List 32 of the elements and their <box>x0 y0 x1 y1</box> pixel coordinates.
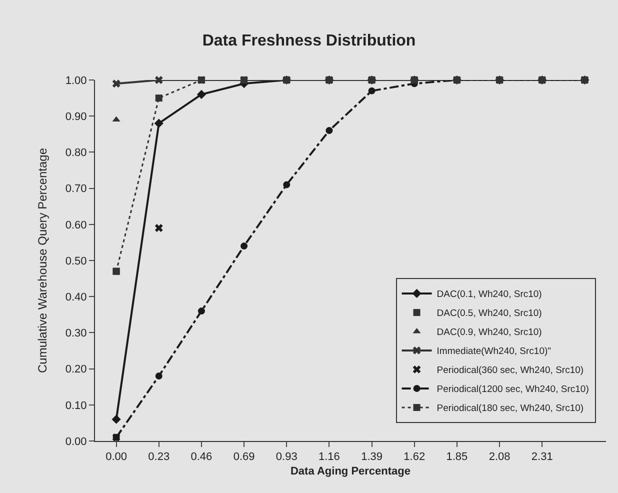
x-tick-label: 0.93 <box>276 451 298 464</box>
x-tick-label: 1.62 <box>404 451 426 464</box>
legend-label: Periodical(180 sec, Wh240, Src10) <box>436 403 584 414</box>
y-tick-label: 0.60 <box>65 219 87 232</box>
x-tick-label: 0.46 <box>190 451 212 464</box>
y-tick-label: 0.90 <box>65 110 87 123</box>
x-axis-title: Data Aging Percentage <box>290 465 411 478</box>
x-tick-label: 0.00 <box>106 451 127 464</box>
legend-label: Periodical(1200 sec, Wh240, Src10) <box>436 384 589 396</box>
chart-title: Data Freshness Distribution <box>202 32 416 50</box>
x-tick-label: 1.16 <box>318 451 340 464</box>
y-tick-label: 0.50 <box>65 255 87 268</box>
legend-label: Immediate(Wh240, Src10)" <box>436 346 552 358</box>
x-tick-label: 2.08 <box>488 451 510 464</box>
x-tick-label: 2.31 <box>531 451 553 464</box>
legend-label: DAC(0.5, Wh240, Src10) <box>436 308 542 320</box>
y-tick-label: 0.70 <box>65 183 87 196</box>
y-tick-label: 1.00 <box>65 74 87 87</box>
x-tick-label: 0.69 <box>233 451 255 464</box>
x-tick-label: 0.23 <box>148 451 170 464</box>
y-tick-label: 0.30 <box>65 328 87 340</box>
legend-label: DAC(0.9, Wh240, Src10) <box>436 327 542 338</box>
legend-label: Periodical(360 sec, Wh240, Src10) <box>436 365 584 376</box>
legend-label: DAC(0.1, Wh240, Src10) <box>436 289 542 300</box>
y-tick-label: 0.80 <box>65 147 87 160</box>
x-tick-label: 1.39 <box>361 451 382 464</box>
y-tick-label: 0.10 <box>65 400 87 412</box>
y-tick-label: 0.20 <box>65 364 87 376</box>
x-tick-label: 1.85 <box>446 451 468 464</box>
y-tick-label: 0.00 <box>65 436 87 448</box>
y-tick-label: 0.40 <box>65 291 87 304</box>
y-axis-title: Cumulative Warehouse Query Percentage <box>36 148 50 373</box>
